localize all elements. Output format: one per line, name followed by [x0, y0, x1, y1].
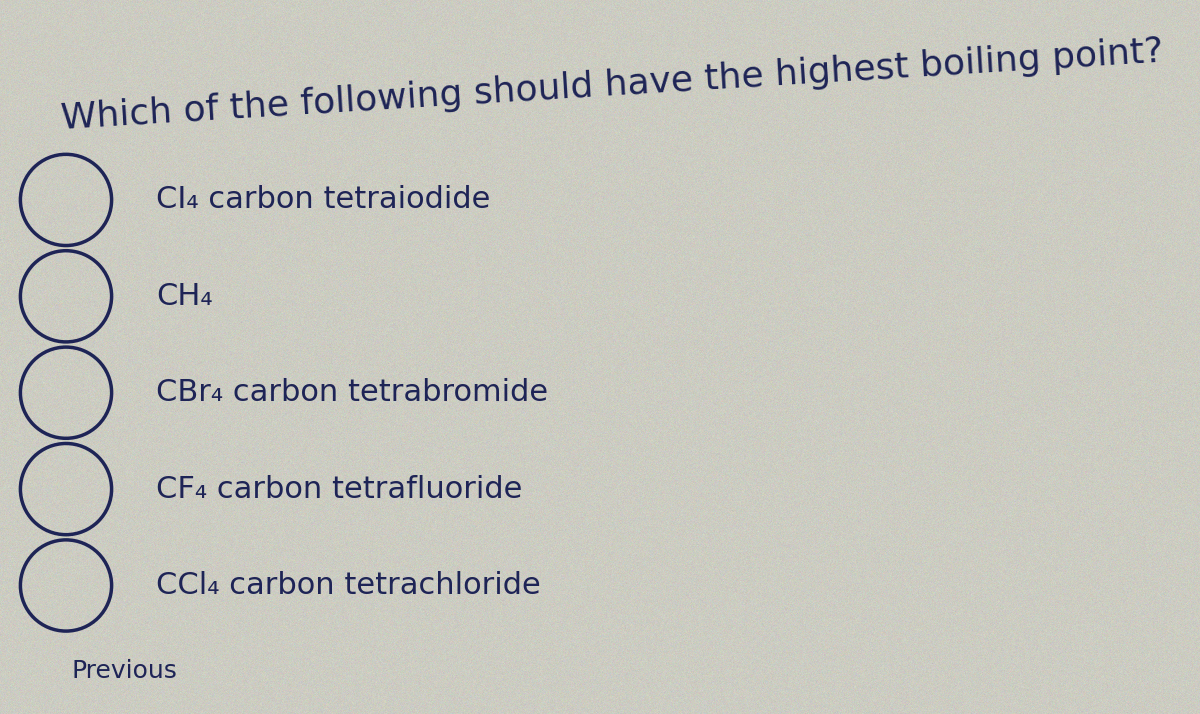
Text: CF₄ carbon tetrafluoride: CF₄ carbon tetrafluoride	[156, 475, 522, 503]
Text: CCl₄ carbon tetrachloride: CCl₄ carbon tetrachloride	[156, 571, 541, 600]
Text: Previous: Previous	[72, 659, 178, 683]
Text: Which of the following should have the highest boiling point?: Which of the following should have the h…	[60, 35, 1164, 136]
Text: CI₄ carbon tetraiodide: CI₄ carbon tetraiodide	[156, 186, 491, 214]
Text: CH₄: CH₄	[156, 282, 212, 311]
Text: CBr₄ carbon tetrabromide: CBr₄ carbon tetrabromide	[156, 378, 548, 407]
